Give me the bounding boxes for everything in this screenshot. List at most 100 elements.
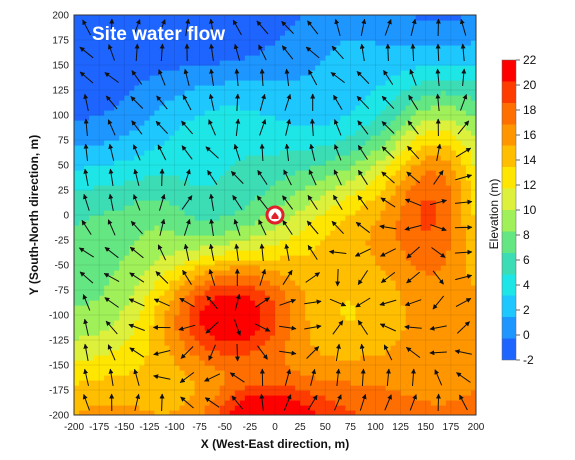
elevation-cell <box>254 120 261 126</box>
elevation-cell <box>224 55 231 61</box>
elevation-cell <box>139 30 145 36</box>
elevation-cell <box>340 190 346 196</box>
elevation-cell <box>149 380 156 386</box>
elevation-cell <box>285 385 291 391</box>
elevation-cell <box>249 55 256 61</box>
elevation-cell <box>149 115 156 121</box>
elevation-cell <box>290 375 296 381</box>
elevation-cell <box>380 350 387 356</box>
elevation-cell <box>285 290 291 296</box>
elevation-cell <box>275 250 281 256</box>
elevation-cell <box>169 360 176 366</box>
elevation-cell <box>229 105 236 111</box>
elevation-cell <box>99 75 105 81</box>
elevation-cell <box>325 235 331 241</box>
elevation-cell <box>295 100 301 106</box>
elevation-cell <box>139 120 145 126</box>
elevation-cell <box>104 20 110 26</box>
elevation-cell <box>259 110 266 116</box>
elevation-cell <box>74 305 80 311</box>
elevation-cell <box>305 315 311 321</box>
elevation-cell <box>199 290 206 296</box>
elevation-cell <box>129 295 135 301</box>
elevation-cell <box>365 330 372 336</box>
elevation-cell <box>129 200 135 206</box>
elevation-cell <box>184 270 191 276</box>
elevation-cell <box>275 310 281 316</box>
elevation-cell <box>229 340 236 346</box>
elevation-cell <box>179 405 186 411</box>
elevation-cell <box>139 80 145 86</box>
elevation-cell <box>124 50 130 56</box>
elevation-cell <box>174 160 181 166</box>
elevation-cell <box>285 140 291 146</box>
elevation-cell <box>305 235 311 241</box>
elevation-cell <box>89 70 95 76</box>
elevation-cell <box>169 125 176 131</box>
elevation-cell <box>345 50 351 56</box>
elevation-cell <box>89 175 95 181</box>
elevation-cell <box>154 60 161 66</box>
elevation-cell <box>370 60 377 66</box>
elevation-cell <box>94 140 100 146</box>
elevation-cell <box>154 195 161 201</box>
elevation-cell <box>219 385 226 391</box>
elevation-cell <box>239 185 246 191</box>
elevation-cell <box>174 125 181 131</box>
elevation-cell <box>380 380 387 386</box>
elevation-cell <box>99 240 105 246</box>
elevation-cell <box>99 230 105 236</box>
elevation-cell <box>134 105 140 111</box>
elevation-cell <box>244 135 251 141</box>
elevation-cell <box>214 245 221 251</box>
elevation-cell <box>370 305 377 311</box>
elevation-cell <box>124 70 130 76</box>
elevation-cell <box>159 165 166 171</box>
elevation-cell <box>269 180 276 186</box>
elevation-cell <box>244 165 251 171</box>
elevation-cell <box>189 25 196 31</box>
elevation-cell <box>375 130 382 136</box>
elevation-cell <box>365 35 372 41</box>
elevation-cell <box>229 295 236 301</box>
elevation-cell <box>79 260 85 266</box>
elevation-cell <box>280 130 286 136</box>
elevation-cell <box>264 35 271 41</box>
elevation-cell <box>224 375 231 381</box>
elevation-cell <box>365 100 372 106</box>
elevation-cell <box>330 60 336 66</box>
elevation-cell <box>295 345 301 351</box>
elevation-cell <box>124 390 130 396</box>
elevation-cell <box>370 385 377 391</box>
elevation-cell <box>239 160 246 166</box>
elevation-cell <box>129 280 135 286</box>
elevation-cell <box>164 105 171 111</box>
elevation-cell <box>345 285 351 291</box>
elevation-cell <box>335 15 341 21</box>
elevation-cell <box>104 135 110 141</box>
elevation-cell <box>94 290 100 296</box>
elevation-cell <box>335 385 341 391</box>
elevation-cell <box>280 265 286 271</box>
elevation-cell <box>119 350 125 356</box>
elevation-cell <box>335 70 341 76</box>
elevation-cell <box>350 100 357 106</box>
elevation-cell <box>149 40 156 46</box>
elevation-cell <box>315 80 321 86</box>
elevation-cell <box>249 30 256 36</box>
elevation-cell <box>84 215 90 221</box>
elevation-cell <box>350 355 357 361</box>
elevation-cell <box>199 70 206 76</box>
elevation-cell <box>119 15 125 21</box>
elevation-cell <box>94 390 100 396</box>
elevation-cell <box>214 170 221 176</box>
elevation-cell <box>355 405 362 411</box>
elevation-cell <box>275 170 281 176</box>
elevation-cell <box>74 390 80 396</box>
elevation-cell <box>365 65 372 71</box>
elevation-cell <box>229 265 236 271</box>
elevation-cell <box>365 170 372 176</box>
elevation-cell <box>290 405 296 411</box>
elevation-cell <box>350 300 357 306</box>
elevation-cell <box>259 235 266 241</box>
